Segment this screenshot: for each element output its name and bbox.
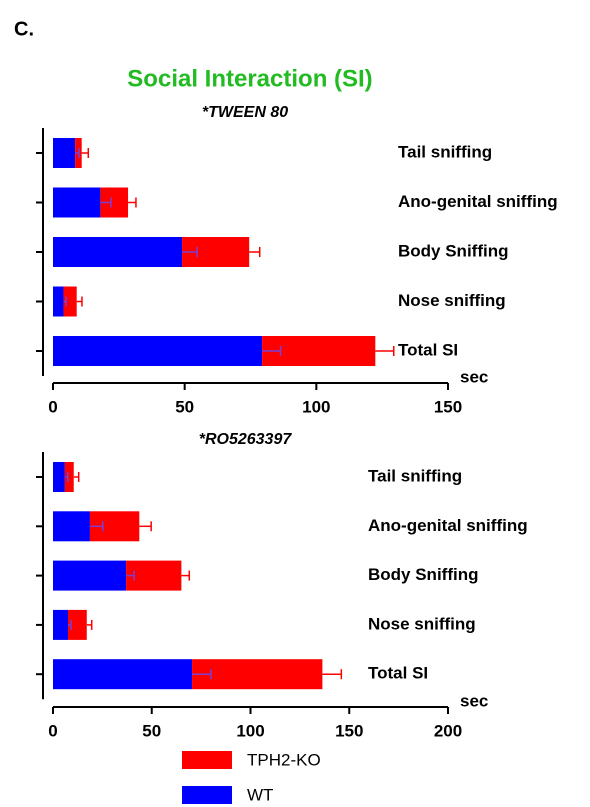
legend-label: WT: [247, 785, 273, 804]
category-label: Tail sniffing: [368, 466, 462, 485]
subtitle: *TWEEN 80: [202, 104, 288, 121]
x-tick-label: 100: [302, 397, 330, 416]
bar-segment: [53, 462, 65, 492]
category-label: Ano-genital sniffing: [368, 516, 528, 535]
bar-segment: [53, 609, 69, 640]
bar-segment: [53, 560, 127, 591]
x-axis-label: sec: [460, 367, 488, 386]
x-tick-label: 200: [434, 721, 462, 740]
bar-segment: [53, 336, 263, 366]
bar-segment: [53, 138, 76, 168]
subtitle: *RO5263397: [199, 431, 293, 448]
legend-label: TPH2-KO: [247, 750, 321, 769]
bar-segment: [192, 659, 323, 690]
x-tick-label: 50: [175, 397, 194, 416]
category-label: Body Sniffing: [398, 241, 508, 260]
category-label: Ano-genital sniffing: [398, 192, 558, 211]
x-tick-label: 100: [236, 721, 264, 740]
x-tick-label: 150: [434, 397, 462, 416]
bar-segment: [68, 609, 87, 640]
x-tick-label: 0: [48, 721, 57, 740]
category-label: Total SI: [398, 340, 458, 359]
bar-segment: [63, 286, 77, 317]
category-label: Total SI: [368, 664, 428, 683]
x-axis-label: sec: [460, 691, 488, 710]
bar-segment: [64, 462, 74, 492]
category-label: Nose sniffing: [398, 291, 506, 310]
chart-title: Social Interaction (SI): [127, 65, 372, 92]
category-label: Body Sniffing: [368, 565, 478, 584]
bar-segment: [53, 511, 90, 542]
x-tick-label: 50: [142, 721, 161, 740]
x-tick-label: 0: [48, 397, 57, 416]
category-label: Tail sniffing: [398, 142, 492, 161]
legend-swatch: [182, 786, 232, 804]
bar-segment: [126, 560, 182, 591]
bar-segment: [53, 187, 101, 218]
bar-segment: [53, 237, 183, 267]
category-label: Nose sniffing: [368, 614, 476, 633]
panel-heading: C.: [14, 18, 34, 40]
x-tick-label: 150: [335, 721, 363, 740]
bar-segment: [53, 286, 64, 317]
legend-swatch: [182, 751, 232, 769]
bar-segment: [53, 659, 193, 690]
